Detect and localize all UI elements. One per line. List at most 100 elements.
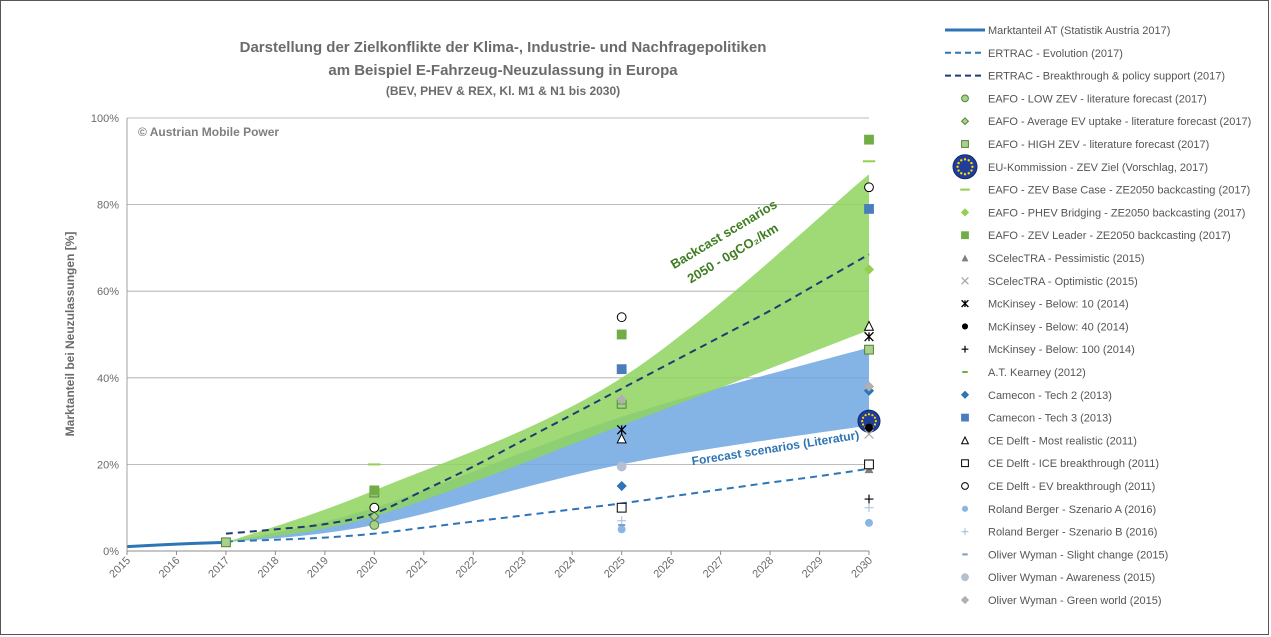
x-tick-label: 2024 [553,555,579,581]
legend-label: SCelecTRA - Pessimistic (2015) [988,253,1145,265]
marker-eu-star [861,420,864,423]
title-group: Darstellung der Zielkonflikte der Klima-… [240,39,767,98]
marker-dot [865,518,873,527]
marker-square-open [616,502,627,513]
legend-label: CE Delft - ICE breakthrough (2011) [988,458,1159,470]
marker-triangle-open [863,320,875,331]
y-tick-label: 60% [97,286,119,298]
marker-eu-star [960,172,963,175]
marker-diamond [369,511,380,522]
marker-dot [865,423,873,432]
y-tick-label: 80% [97,200,119,212]
series-line [126,540,226,549]
legend-item: CE Delft - EV breakthrough (2011) [961,481,1155,493]
marker-plus [617,516,627,526]
legend-label: Roland Berger - Szenario B (2016) [988,527,1157,539]
marker-diamond [863,381,875,392]
legend-label: Marktanteil AT (Statistik Austria 2017) [988,25,1170,37]
x-tick-label: 2020 [355,555,381,581]
marker-circle-open [369,502,380,513]
marker-eu-star [970,161,973,165]
x-tick-label: 2026 [651,555,677,581]
legend-item: EAFO - HIGH ZEV - literature forecast (2… [961,139,1209,151]
legend-label: EAFO - LOW ZEV - literature forecast (20… [988,93,1207,105]
marker-square [616,364,627,375]
legend-item: A.T. Kearney (2012) [962,367,1086,379]
marker-eu-star [960,159,963,162]
marker-asterisk [616,424,627,435]
y-axis-label: Marktanteil bei Neuzulassungen [%] [63,232,77,437]
marker-eu-star [963,173,967,176]
legend-label: EAFO - ZEV Leader - ZE2050 backcasting (… [988,230,1231,242]
legend-label: ERTRAC - Breakthrough & policy support (… [988,71,1225,83]
legend-item: EAFO - Average EV uptake - literature fo… [960,116,1251,128]
legend-item: EAFO - ZEV Base Case - ZE2050 backcastin… [960,185,1250,197]
legend-item: EAFO - PHEV Bridging - ZE2050 backcastin… [960,207,1245,219]
marker-x [864,429,874,439]
marker-circle-open [616,312,627,323]
marker-circle-open [961,482,969,490]
marker-dot [961,323,969,330]
series-markers [221,134,881,548]
marker-plus [961,345,969,353]
x-tick-label: 2022 [454,555,480,581]
marker-eu-star [967,159,970,162]
legend-label: ERTRAC - Evolution (2017) [988,48,1123,60]
marker-diamond [960,208,970,217]
marker-eu-star [873,423,877,426]
legend-label: McKinsey - Below: 40 (2014) [988,321,1129,333]
legend-item: Roland Berger - Szenario A (2016) [961,504,1156,516]
marker-plus [961,528,969,535]
x-tick-label: 2018 [256,555,282,581]
x-tick-label: 2028 [750,555,776,581]
legend-item: Camecon - Tech 3 (2013) [961,413,1112,425]
legend-label: CE Delft - Most realistic (2011) [988,435,1137,447]
legend-label: EAFO - HIGH ZEV - literature forecast (2… [988,139,1209,151]
marker-triangle-open [960,435,970,445]
marker-x [961,276,969,285]
x-tick-label: 2019 [305,555,331,581]
chart-title: Darstellung der Zielkonflikte der Klima-… [240,39,767,56]
y-tick-label: 0% [103,546,119,558]
marker-diamond [960,390,970,399]
x-tick-label: 2021 [404,555,430,581]
marker-circle [961,573,969,582]
marker-square [961,413,969,422]
marker-square [369,485,380,496]
marker-eu-star [963,158,967,161]
marker-circle [961,94,969,103]
legend-label: A.T. Kearney (2012) [988,367,1086,379]
marker-eu-star [864,414,867,417]
y-tick-label: 100% [91,113,119,125]
x-tick-label: 2027 [701,555,727,581]
legend-label: EU-Kommission - ZEV Ziel (Vorschlag, 201… [988,162,1208,174]
x-tick-label: 2030 [849,555,875,581]
marker-eu-star [970,169,973,172]
x-tick-label: 2016 [157,555,183,581]
legend-label: McKinsey - Below: 100 (2014) [988,344,1135,356]
legend-item: McKinsey - Below: 10 (2014) [961,299,1129,311]
marker-asterisk [961,299,969,308]
legend-item: McKinsey - Below: 100 (2014) [961,344,1135,356]
marker-eu-star [971,165,974,168]
marker-diamond [960,595,970,605]
legend-label: Oliver Wyman - Green world (2015) [988,595,1162,607]
legend-label: Roland Berger - Szenario A (2016) [988,504,1156,516]
marker-eu-star [861,416,865,419]
marker-eu-flag [857,409,881,433]
marker-diamond [616,480,627,492]
marker-dot [617,525,626,534]
legend-label: Camecon - Tech 3 (2013) [988,413,1112,425]
marker-circle [369,520,380,530]
marker-triangle-open [616,432,627,444]
marker-eu-star [861,423,865,426]
marker-asterisk [864,331,874,342]
legend-item: SCelecTRA - Pessimistic (2015) [961,253,1145,265]
marker-dot [961,505,969,512]
legend-item: CE Delft - Most realistic (2011) [960,435,1137,447]
legend-item: EAFO - ZEV Leader - ZE2050 backcasting (… [961,230,1231,242]
legend-item: Camecon - Tech 2 (2013) [960,390,1112,402]
legend-item: Oliver Wyman - Awareness (2015) [961,572,1155,584]
x-tick-label: 2015 [107,555,133,581]
